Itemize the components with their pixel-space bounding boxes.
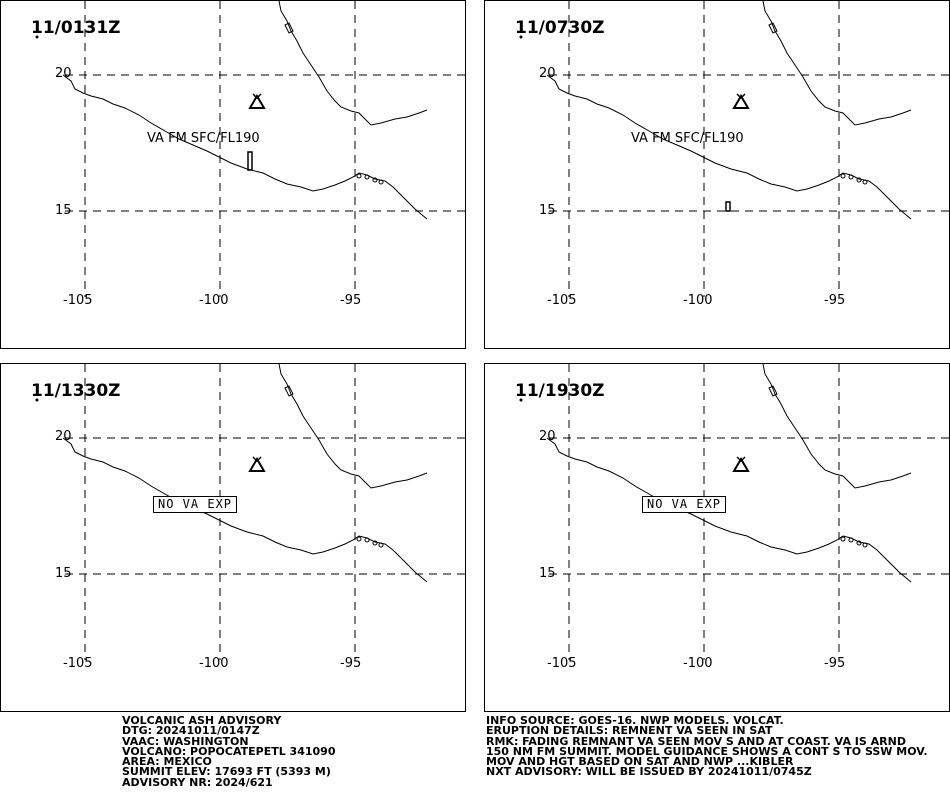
map-canvas [519, 364, 950, 660]
island-mark [862, 179, 868, 185]
panel-timestamp: 11/1930Z [515, 381, 605, 401]
panel-timestamp: 11/0730Z [515, 18, 605, 38]
lon-label-105: -105 [547, 656, 577, 671]
lon-label-105: -105 [547, 293, 577, 308]
advisory-header-block: VOLCANIC ASH ADVISORY DTG: 20241011/0147… [122, 714, 336, 789]
lon-label-105: -105 [63, 293, 93, 308]
lon-label-100: -100 [683, 656, 713, 671]
lon-label-100: -100 [199, 293, 229, 308]
island-mark [856, 540, 862, 546]
island-mark [364, 174, 370, 180]
lat-label-20: 20 [539, 429, 556, 444]
lon-label-100: -100 [199, 656, 229, 671]
lon-label-100: -100 [683, 293, 713, 308]
island-mark [378, 179, 384, 185]
pacific-coastline [62, 437, 428, 583]
advisory-line: RMK: FADING REMNANT VA SEEN MOV S AND AT… [486, 734, 906, 748]
gulf-coastline [762, 364, 912, 489]
origin-dot [519, 35, 523, 39]
island-mark [840, 536, 846, 542]
island-mark [372, 540, 378, 546]
island-mark [372, 177, 378, 183]
lat-label-20: 20 [55, 66, 72, 81]
gulf-coastline [278, 1, 428, 126]
lake-outline [284, 385, 294, 397]
pacific-coastline [546, 74, 912, 220]
pacific-coastline [546, 437, 912, 583]
origin-dot [35, 35, 39, 39]
advisory-line: VOLCANO: POPOCATEPETL 341090 [122, 744, 336, 758]
map-canvas [35, 364, 467, 660]
no-va-expected-box: NO VA EXP [153, 496, 238, 513]
gulf-coastline [278, 364, 428, 489]
lon-label-95: -95 [340, 656, 362, 671]
advisory-line: VOLCANIC ASH ADVISORY [122, 714, 282, 727]
forecast-panel-1: 11/0730Z 20 15 -105 -100 -95 VA FM SFC/F… [484, 0, 950, 349]
lat-label-15: 15 [55, 203, 72, 218]
va-height-label: VA FM SFC/FL190 [631, 131, 744, 146]
island-mark [848, 174, 854, 180]
advisory-line: INFO SOURCE: GOES-16. NWP MODELS. VOLCAT… [486, 714, 784, 727]
advisory-line: AREA: MEXICO [122, 755, 212, 769]
forecast-panel-3: 11/1930Z 20 15 -105 -100 -95 NO VA EXP [484, 363, 950, 712]
advisory-line: NXT ADVISORY: WILL BE ISSUED BY 20241011… [486, 765, 812, 779]
lon-label-95: -95 [824, 293, 846, 308]
lon-label-95: -95 [340, 293, 362, 308]
origin-dot [519, 398, 523, 402]
lat-label-15: 15 [539, 566, 556, 581]
advisory-line: ADVISORY NR: 2024/621 [122, 775, 273, 789]
island-mark [848, 537, 854, 543]
lake-outline [284, 22, 294, 34]
lat-label-20: 20 [55, 429, 72, 444]
island-mark [840, 173, 846, 179]
advisory-remarks-block: INFO SOURCE: GOES-16. NWP MODELS. VOLCAT… [486, 714, 928, 779]
lat-label-20: 20 [539, 66, 556, 81]
advisory-line: 150 NM FM SUMMIT. MODEL GUIDANCE SHOWS A… [486, 744, 928, 758]
island-mark [856, 177, 862, 183]
advisory-line: SUMMIT ELEV: 17693 FT (5393 M) [122, 765, 331, 779]
island-mark [862, 542, 868, 548]
volcano-triangle-icon [248, 93, 266, 109]
map-canvas [519, 1, 950, 297]
map-canvas [35, 1, 467, 297]
lon-label-105: -105 [63, 656, 93, 671]
origin-dot [35, 398, 39, 402]
advisory-line: MOV AND HGT BASED ON SAT AND NWP ...KIBL… [486, 755, 794, 769]
forecast-panel-2: 11/1330Z 20 15 -105 -100 -95 NO VA EXP [0, 363, 467, 712]
lake-outline [768, 385, 778, 397]
forecast-panel-0: 11/0131Z 20 15 -105 -100 -95 VA FM SFC/F… [0, 0, 467, 349]
island-mark [364, 537, 370, 543]
no-va-expected-box: NO VA EXP [642, 496, 727, 513]
lon-label-95: -95 [824, 656, 846, 671]
advisory-line: ERUPTION DETAILS: REMNENT VA SEEN IN SAT [486, 724, 773, 738]
lat-label-15: 15 [539, 203, 556, 218]
lake-outline [768, 22, 778, 34]
pacific-coastline [62, 74, 428, 220]
ash-cloud-polygon [725, 201, 731, 212]
island-mark [378, 542, 384, 548]
volcano-triangle-icon [248, 456, 266, 472]
ash-cloud-polygon [247, 151, 253, 171]
gulf-coastline [762, 1, 912, 126]
island-mark [356, 536, 362, 542]
va-height-label: VA FM SFC/FL190 [147, 131, 260, 146]
volcano-triangle-icon [732, 456, 750, 472]
volcano-triangle-icon [732, 93, 750, 109]
panel-timestamp: 11/1330Z [31, 381, 121, 401]
island-mark [356, 173, 362, 179]
advisory-line: DTG: 20241011/0147Z [122, 724, 260, 738]
lat-label-15: 15 [55, 566, 72, 581]
panel-timestamp: 11/0131Z [31, 18, 121, 38]
advisory-line: VAAC: WASHINGTON [122, 734, 249, 748]
